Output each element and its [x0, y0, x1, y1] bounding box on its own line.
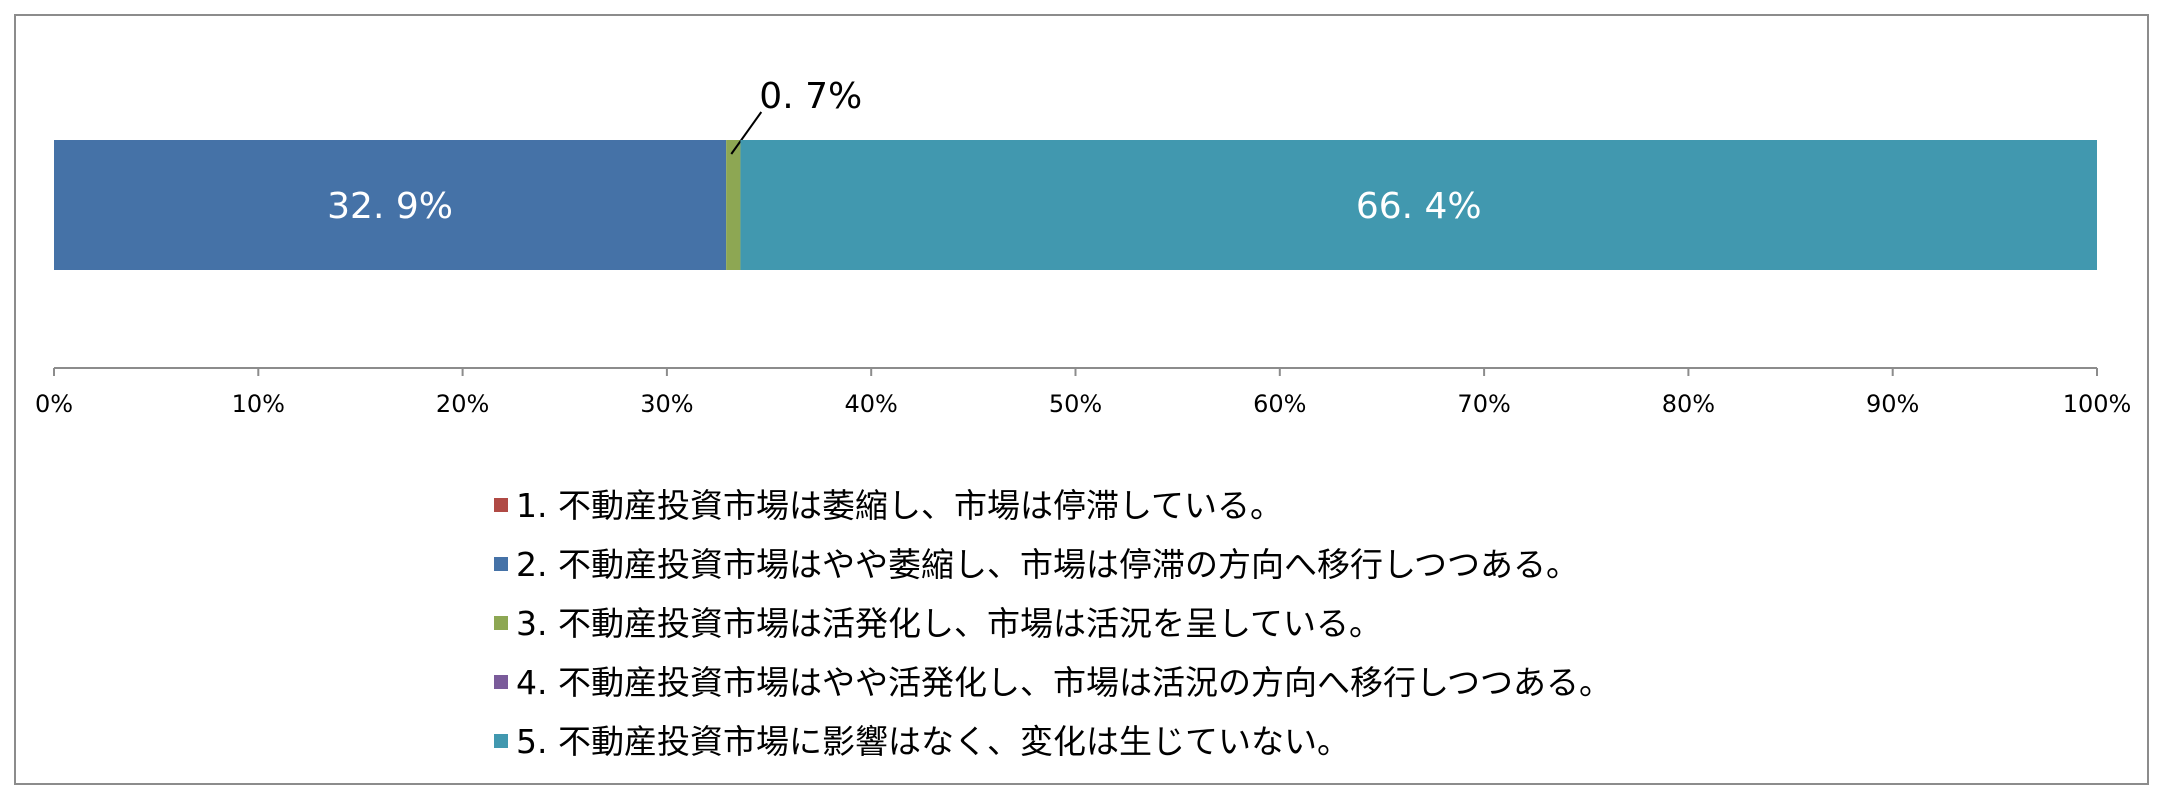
legend-swatch-5 — [494, 734, 508, 748]
x-tick-label: 70% — [1457, 390, 1510, 418]
data-label-leader-3 — [730, 111, 763, 155]
chart-frame — [14, 14, 2149, 785]
bar-segment-5 — [740, 140, 2097, 270]
x-tick-label: 0% — [35, 390, 73, 418]
legend-item-5: 5. 不動産投資市場に影響はなく、変化は生じていない。 — [516, 722, 1350, 761]
legend-item-3: 3. 不動産投資市場は活発化し、市場は活況を呈している。 — [516, 604, 1382, 643]
legend-swatch-3 — [494, 616, 508, 630]
x-tick-label: 90% — [1866, 390, 1919, 418]
bar-segment-2 — [54, 140, 727, 270]
data-label-3: 0. 7% — [759, 76, 862, 117]
x-tick-label: 100% — [2063, 390, 2132, 418]
legend-swatch-1 — [494, 498, 508, 512]
x-tick-label: 50% — [1049, 390, 1102, 418]
bar-segment-3 — [726, 140, 741, 270]
x-tick-label: 10% — [232, 390, 285, 418]
x-tick-label: 60% — [1253, 390, 1306, 418]
x-tick-label: 40% — [845, 390, 898, 418]
x-tick-label: 30% — [640, 390, 693, 418]
legend-item-2: 2. 不動産投資市場はやや萎縮し、市場は停滞の方向へ移行しつつある。 — [516, 545, 1579, 584]
data-label-2: 32. 9% — [327, 186, 453, 227]
x-tick-label: 80% — [1662, 390, 1715, 418]
legend-item-4: 4. 不動産投資市場はやや活発化し、市場は活況の方向へ移行しつつある。 — [516, 663, 1612, 702]
legend-swatch-2 — [494, 557, 508, 571]
data-label-5: 66. 4% — [1356, 186, 1482, 227]
legend-swatch-4 — [494, 675, 508, 689]
legend-item-1: 1. 不動産投資市場は萎縮し、市場は停滞している。 — [516, 486, 1283, 525]
x-tick-label: 20% — [436, 390, 489, 418]
